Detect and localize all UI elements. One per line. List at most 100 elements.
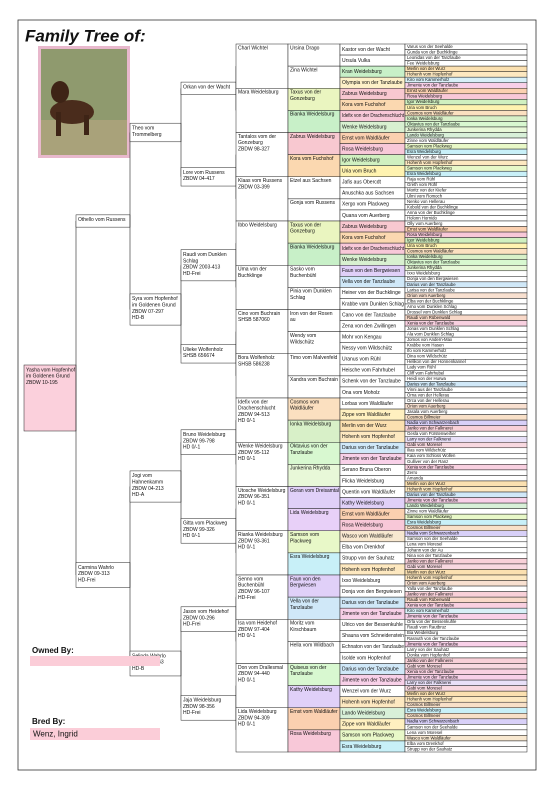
ancestor-name: Rosa Weidelsburg: [290, 731, 331, 737]
ancestor-detail: HD 0/-1: [238, 722, 255, 728]
ancestor-name: Zina Wichtel: [290, 67, 318, 73]
ancestor: Zabrus Weidelsburg: [287, 132, 341, 155]
ancestor-name: Anuschka aus Sachsen: [342, 191, 394, 197]
ancestor-name: Samson vom Plackweg: [407, 514, 452, 519]
ancestor: Merlin von der Wurz: [339, 419, 406, 432]
ancestor-name: Jimente von der Tanzlaube: [407, 614, 459, 619]
ancestor: Othello vom Russens: [75, 132, 131, 310]
ancestor: Donja von den Bergwiesen: [339, 585, 406, 598]
ancestor-detail: Wildschütz: [290, 339, 315, 345]
ancestor-name: Jason vom Heidehof: [183, 609, 229, 615]
ancestor: Strupp von der Sauhatz: [339, 552, 406, 565]
ancestor-detail: ZBDW 09-313: [78, 571, 110, 577]
ancestor: Mohr von Kengau: [339, 331, 406, 343]
photo-dog-head: [51, 81, 69, 103]
ancestor-name: Fee Weidelsburg: [407, 61, 440, 66]
ancestor-name: Vella von der Tanzlaube: [342, 279, 395, 285]
ancestor-name: Hohenh vom Hopfenhof: [407, 697, 453, 702]
ancestor-detail: Gonzeburg: [238, 140, 263, 146]
ancestor-name: Donja von den Bergwiesen: [342, 589, 402, 595]
ancestor-name: Kaia vom Schloss Wollen: [407, 453, 456, 458]
ancestor: Esra Weidelsburg: [339, 740, 406, 753]
ancestor-name: Hohenh vom Hopfenhof: [407, 575, 453, 580]
ancestor: Elba vom Drenkhof: [339, 541, 406, 554]
ancestor-name: Wasco vom Waldläufer: [342, 534, 393, 540]
ancestor-name: Isa vom Heidehof: [238, 621, 278, 627]
ancestor: Uranus vom Rühl: [339, 353, 406, 366]
ancestor-detail: HD 0/-1: [238, 545, 255, 551]
ancestor-name: Wenzel von der Wurz: [407, 155, 448, 160]
ancestor-name: Samson von der Seehalde: [407, 724, 458, 729]
ancestor-name: Raja vom Rühl: [407, 177, 435, 182]
ancestor-name: Gabi vom Moresel: [407, 686, 442, 691]
ancestor: Krabbe vom Dunklen Schlag: [339, 298, 406, 310]
ancestor-name: Kiro vom Kammerholz: [407, 77, 449, 82]
ancestor-name: Hella vom Wildbach: [290, 643, 334, 649]
ancestor: Zippe vom Waldläufer: [339, 718, 406, 731]
ancestor-name: Greth vom Rühl: [407, 182, 437, 187]
ancestor: Xenia von der Tanzlaube: [404, 464, 528, 471]
ancestor-name: Idefix von der Drachenschlucht: [342, 113, 405, 119]
ancestor-detail: ZBDW 10-195: [26, 380, 58, 386]
pedigree-cell: [235, 88, 289, 133]
pedigree-box: [129, 293, 182, 326]
ancestor-name: Carmina Wahrlo: [78, 565, 114, 571]
ancestor-name: Wenke Weidelsburg: [342, 124, 387, 130]
ancestor-name: Lando Weidelsburg: [407, 132, 445, 137]
ancestor-name: Tantalos vom der: [238, 134, 276, 140]
ancestor: Flicka Weidelsburg: [339, 475, 406, 487]
ancestor-name: Uria vom Bruch: [342, 169, 377, 175]
ancestor: Wenke Weidelsburg: [339, 121, 406, 133]
ancestor: Hohenh vom Hopfenhof: [339, 696, 406, 708]
ancestor-detail: HD-Frei: [183, 622, 201, 628]
ancestor-name: Lida Weidelsburg: [290, 510, 329, 516]
ancestor: Ionka Weidelsburg: [287, 419, 341, 443]
pedigree-box: [180, 606, 237, 632]
ancestor-detail: Tanzlaube: [290, 671, 313, 677]
ancestor-name: Kobold von der Buchklinge: [407, 204, 459, 209]
pedigree-cell: [235, 265, 289, 310]
ancestor-name: Faun von den Bergwiesen: [342, 268, 400, 274]
ancestor-detail: au: [290, 317, 296, 323]
ancestor: Mara Weidelsburg: [235, 88, 289, 133]
ancestor-name: Zabrus Weidelsburg: [342, 224, 387, 230]
ancestor-name: Flicka Weidelsburg: [342, 478, 384, 484]
ancestor-detail: ZBDW 99-798: [183, 438, 215, 444]
ancestor-name: Darius von der Tanzlaube: [342, 445, 399, 451]
ancestor: Idefix von der Drachenschlucht: [339, 110, 406, 122]
ancestor-name: Othello vom Russens: [78, 217, 126, 223]
ancestor: Kathy Weidelsburg: [287, 685, 341, 708]
ancestor: Wenzel vom der Wurz: [339, 685, 406, 697]
pedigree-cell: [235, 132, 289, 177]
pedigree-cell: [235, 574, 289, 620]
ancestor-name: Junkerina Rhydda: [407, 127, 442, 132]
pedigree-cell: [235, 176, 289, 222]
ancestor-name: Senno vom: [238, 576, 263, 582]
pedigree-cell: [404, 746, 528, 753]
ancestor: Kora vom Fuchshof: [339, 231, 406, 244]
ancestor-name: Idefix von der Drachenschlucht: [342, 246, 405, 252]
ancestor: Quentin vom Waldläufer: [339, 486, 406, 498]
ancestor-name: Ixxo Weidelsburg: [407, 271, 440, 276]
ancestor-name: Jasala vom Auerberg: [407, 409, 448, 414]
ancestor-name: Gabi vom Moresel: [407, 663, 442, 668]
ancestor-name: Cano von der Tanzlaube: [342, 312, 396, 318]
ancestor-name: Jimente von der Tanzlaube: [342, 611, 402, 617]
ancestor-name: Zena von den Zwillingen: [342, 323, 396, 329]
ancestor-name: Lena vom Moresel: [407, 542, 442, 547]
ancestor-name: Moritz von der Kiefer: [407, 188, 447, 193]
ancestor-detail: ZBDW 96-107: [238, 589, 270, 595]
ancestor-detail: ZBDW 97-404: [238, 627, 270, 633]
ancestor-name: Elba vom Drenkhof: [342, 545, 385, 551]
ancestor: Ernst vom Waldläufer: [287, 707, 341, 731]
ancestor: Gonja vom Russens: [287, 198, 341, 222]
ancestor-name: Ala vom Dunklen Schlag: [407, 332, 454, 337]
ancestor: Isolde vom Hopfenhof: [339, 652, 406, 664]
ancestor-name: Ursina Drago: [290, 45, 320, 51]
ancestor-name: Xenia von der Tanzlaube: [407, 603, 455, 608]
